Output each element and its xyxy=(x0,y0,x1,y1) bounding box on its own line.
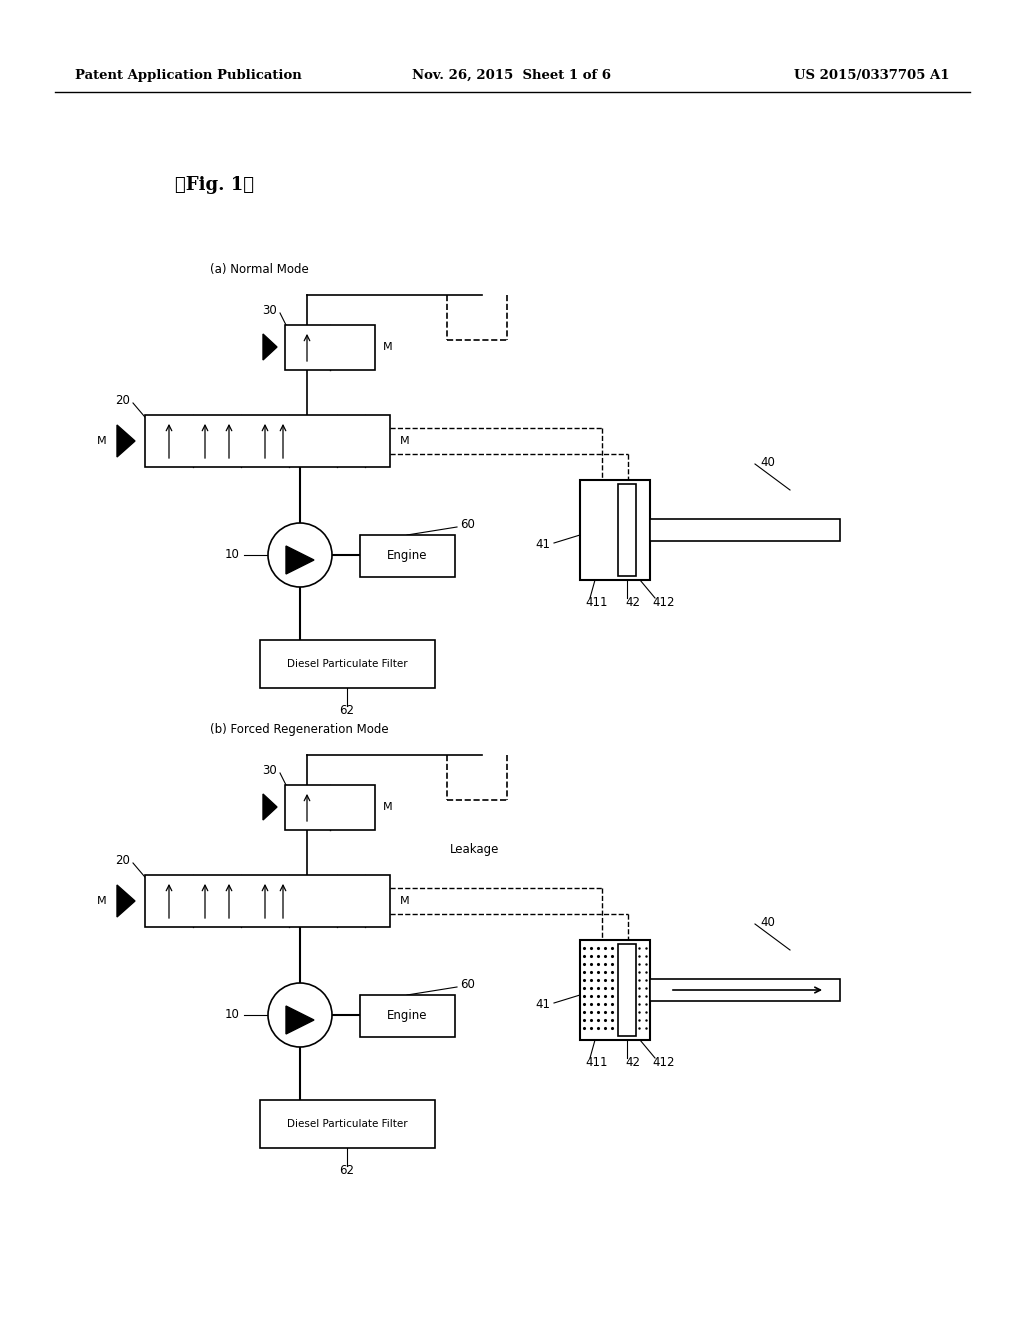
Text: 412: 412 xyxy=(652,1056,675,1068)
Bar xyxy=(360,535,455,577)
Bar xyxy=(580,480,650,579)
Circle shape xyxy=(268,523,332,587)
Bar xyxy=(618,944,636,1036)
Text: 40: 40 xyxy=(760,455,775,469)
Text: 【Fig. 1】: 【Fig. 1】 xyxy=(175,176,254,194)
Text: Nov. 26, 2015  Sheet 1 of 6: Nov. 26, 2015 Sheet 1 of 6 xyxy=(413,69,611,82)
Text: Leakage: Leakage xyxy=(450,843,500,857)
Text: 10: 10 xyxy=(225,549,240,561)
Text: (b) Forced Regeneration Mode: (b) Forced Regeneration Mode xyxy=(210,723,389,737)
Bar xyxy=(650,519,840,541)
Text: Patent Application Publication: Patent Application Publication xyxy=(75,69,302,82)
Text: 60: 60 xyxy=(460,519,475,532)
Bar xyxy=(580,940,650,1040)
Bar xyxy=(260,640,435,688)
Bar xyxy=(145,875,390,927)
Bar xyxy=(360,995,455,1038)
Bar xyxy=(285,325,375,370)
Text: Engine: Engine xyxy=(387,549,427,562)
Polygon shape xyxy=(286,546,314,574)
Text: 62: 62 xyxy=(340,704,354,717)
Text: 40: 40 xyxy=(760,916,775,928)
Bar xyxy=(145,414,390,467)
Text: Engine: Engine xyxy=(387,1010,427,1023)
Bar xyxy=(285,785,375,830)
Text: 30: 30 xyxy=(262,764,278,777)
Text: 412: 412 xyxy=(652,595,675,609)
Polygon shape xyxy=(117,425,135,457)
Text: M: M xyxy=(400,896,410,906)
Text: M: M xyxy=(97,896,106,906)
Polygon shape xyxy=(117,884,135,917)
Circle shape xyxy=(268,983,332,1047)
Text: Diesel Particulate Filter: Diesel Particulate Filter xyxy=(287,659,408,669)
Bar xyxy=(650,979,840,1001)
Text: 10: 10 xyxy=(225,1008,240,1022)
Polygon shape xyxy=(263,795,278,820)
Text: (a) Normal Mode: (a) Normal Mode xyxy=(210,264,309,276)
Text: 42: 42 xyxy=(625,595,640,609)
Bar xyxy=(260,1100,435,1148)
Text: 42: 42 xyxy=(625,1056,640,1068)
Text: M: M xyxy=(383,342,392,352)
Text: 60: 60 xyxy=(460,978,475,991)
Text: 20: 20 xyxy=(115,854,130,867)
Text: M: M xyxy=(400,436,410,446)
Polygon shape xyxy=(263,334,278,360)
Text: Diesel Particulate Filter: Diesel Particulate Filter xyxy=(287,1119,408,1129)
Text: 411: 411 xyxy=(585,595,607,609)
Bar xyxy=(618,484,636,576)
Text: US 2015/0337705 A1: US 2015/0337705 A1 xyxy=(795,69,950,82)
Text: 20: 20 xyxy=(115,395,130,408)
Text: 41: 41 xyxy=(535,998,550,1011)
Text: 41: 41 xyxy=(535,539,550,552)
Text: M: M xyxy=(383,803,392,812)
Text: 62: 62 xyxy=(340,1163,354,1176)
Text: M: M xyxy=(97,436,106,446)
Text: 411: 411 xyxy=(585,1056,607,1068)
Polygon shape xyxy=(286,1006,314,1034)
Text: 30: 30 xyxy=(262,305,278,318)
